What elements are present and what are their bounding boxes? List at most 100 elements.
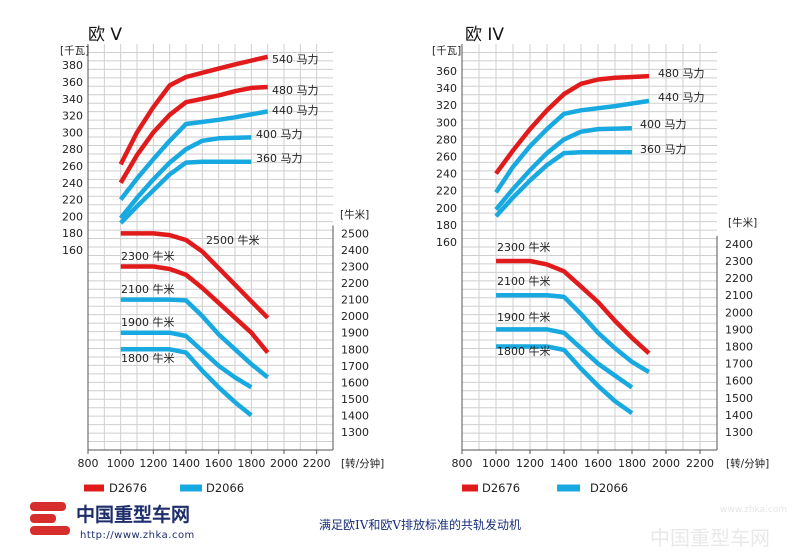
torque-tick-label: 1600	[341, 376, 369, 389]
torque-series-label: 1900 牛米	[121, 315, 175, 329]
power-tick-label: 180	[62, 227, 83, 240]
chart-title: 欧 IV	[465, 25, 504, 45]
x-tick-label: 2000	[270, 457, 298, 470]
power-tick-label: 200	[62, 210, 83, 223]
rpm-axis-label: [转/分钟]	[341, 457, 384, 470]
legend-label: D2676	[482, 481, 520, 495]
torque-line-d2676	[496, 258, 651, 355]
power-axis-label: [千瓦]	[60, 45, 89, 57]
power-line-d2066	[494, 126, 633, 211]
power-tick-label: 360	[62, 76, 83, 89]
x-tick-label: 1400	[172, 457, 200, 470]
logo-name: 中国重型车网	[76, 503, 190, 526]
x-tick-label: 1800	[618, 457, 646, 470]
torque-axis-label: [牛米]	[340, 208, 369, 221]
torque-tick-label: 1800	[341, 343, 369, 356]
torque-tick-label: 1900	[725, 323, 753, 336]
power-tick-label: 240	[62, 177, 83, 190]
power-tick-label: 280	[436, 133, 457, 146]
x-tick-label: 1600	[205, 457, 233, 470]
x-tick-label: 800	[452, 457, 473, 470]
power-tick-label: 160	[436, 236, 457, 249]
power-tick-label: 260	[436, 151, 457, 164]
torque-tick-label: 1300	[725, 426, 753, 439]
torque-series-label: 1800 牛米	[121, 351, 175, 365]
power-tick-label: 360	[436, 65, 457, 78]
torque-tick-label: 2100	[341, 294, 369, 307]
power-tick-label: 320	[436, 99, 457, 112]
chart-panel-euro-iv: 800 1000 1200 1400 1600 1800 2000 2200 160 180 200…	[432, 25, 769, 470]
torque-tick-label: 1600	[725, 375, 753, 388]
power-line-d2066	[118, 109, 269, 201]
chart-title: 欧 V	[88, 25, 122, 45]
x-tick-label: 2200	[686, 457, 714, 470]
torque-tick-label: 1500	[341, 393, 369, 406]
torque-series-label: 2100 牛米	[121, 282, 175, 296]
torque-tick-label: 2400	[341, 244, 369, 257]
torque-line-d2066	[496, 327, 634, 390]
torque-axis-label: [牛米]	[728, 216, 757, 229]
x-tick-label: 1200	[516, 457, 544, 470]
x-tick-label: 2000	[652, 457, 680, 470]
torque-series-label: 2500 牛米	[206, 233, 260, 247]
power-axis-label: [千瓦]	[432, 45, 461, 57]
torque-tick-label: 1700	[725, 358, 753, 371]
power-line-d2066	[118, 135, 252, 220]
legend-label: D2066	[206, 481, 244, 495]
power-tick-label: 220	[62, 194, 83, 207]
legend-label: D2676	[109, 481, 147, 495]
x-tick-label: 1000	[107, 457, 135, 470]
power-line-d2676	[494, 73, 650, 175]
x-tick-label: 1000	[482, 457, 510, 470]
power-series-label: 400 马力	[256, 128, 303, 141]
torque-tick-label: 2300	[341, 261, 369, 274]
x-tick-label: 1600	[584, 457, 612, 470]
power-tick-label: 160	[62, 244, 83, 257]
torque-line-d2676	[120, 264, 270, 355]
power-tick-label: 300	[436, 116, 457, 129]
chart-panel-euro-v: 800 1000 1200 1400 1600 1800 2000 2200 160 180 200…	[60, 25, 384, 470]
watermark: 中国重型车网 www.zhka.com	[650, 505, 787, 550]
logo-mark-mid	[30, 514, 56, 523]
watermark-url: www.zhka.com	[720, 505, 787, 515]
legend-label: D2066	[590, 481, 628, 495]
torque-tick-label: 1400	[725, 409, 753, 422]
power-tick-label: 220	[436, 185, 457, 198]
power-series-label: 440 马力	[658, 91, 705, 104]
power-series-label: 400 马力	[640, 118, 687, 131]
torque-tick-label: 1500	[725, 392, 753, 405]
site-logo: 中国重型车网 http://www.zhka.com	[30, 502, 194, 541]
x-tick-label: 800	[78, 457, 99, 470]
torque-tick-label: 1300	[341, 426, 369, 439]
x-tick-label: 1400	[550, 457, 578, 470]
power-tick-label: 280	[62, 143, 83, 156]
power-series-label: 440 马力	[272, 104, 319, 117]
power-tick-label: 260	[62, 160, 83, 173]
torque-tick-label: 2400	[725, 238, 753, 251]
power-tick-label: 200	[436, 202, 457, 215]
watermark-name: 中国重型车网	[650, 526, 770, 550]
x-tick-label: 1800	[237, 457, 265, 470]
power-tick-label: 340	[62, 93, 83, 106]
torque-line-d2066	[120, 330, 253, 390]
torque-tick-label: 1800	[725, 341, 753, 354]
torque-series-label: 2300 牛米	[497, 240, 551, 254]
power-tick-label: 240	[436, 168, 457, 181]
figure-caption: 满足欧IV和欧Ⅴ排放标准的共轨发动机	[319, 517, 521, 532]
power-series-label: 480 马力	[658, 67, 705, 80]
torque-tick-label: 2200	[341, 277, 369, 290]
torque-line-d2676	[120, 231, 270, 320]
torque-tick-label: 1700	[341, 360, 369, 373]
power-line-d2676	[118, 84, 268, 184]
power-tick-label: 180	[436, 219, 457, 232]
power-tick-label: 380	[62, 59, 83, 72]
torque-line-d2066	[120, 297, 270, 380]
x-tick-label: 2200	[303, 457, 331, 470]
power-series-label: 540 马力	[272, 53, 319, 66]
power-series-label: 360 马力	[640, 143, 687, 156]
torque-series-label: 1800 牛米	[497, 344, 551, 358]
power-line-d2066	[119, 159, 252, 225]
rpm-axis-label: [转/分钟]	[726, 457, 769, 470]
torque-line-d2066	[120, 347, 253, 418]
